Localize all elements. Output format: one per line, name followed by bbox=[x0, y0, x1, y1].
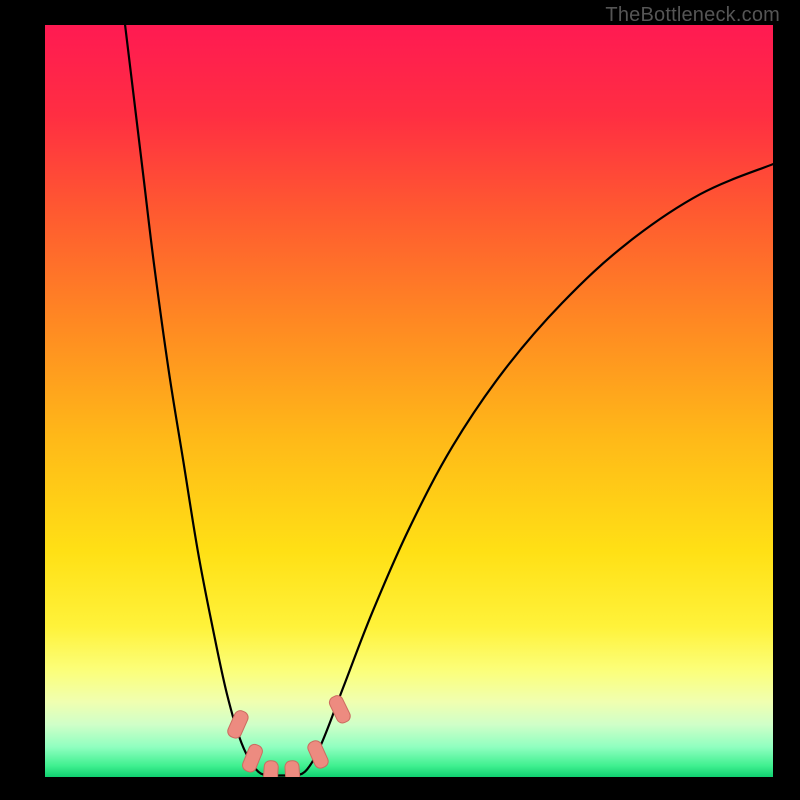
watermark-text: TheBottleneck.com bbox=[605, 4, 780, 27]
chart-container: TheBottleneck.com bbox=[0, 0, 800, 800]
plot-area bbox=[45, 25, 773, 777]
gradient-background bbox=[45, 25, 773, 777]
curve-marker bbox=[285, 760, 301, 777]
chart-svg bbox=[45, 25, 773, 777]
curve-marker bbox=[263, 760, 279, 777]
